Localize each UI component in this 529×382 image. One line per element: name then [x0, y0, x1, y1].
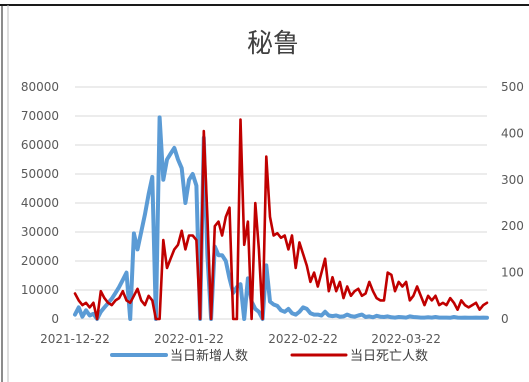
- left-y-tick-label: 20000: [21, 254, 59, 268]
- right-y-tick-label: 0: [501, 312, 509, 326]
- legend: 当日新增人数 当日死亡人数: [110, 348, 428, 364]
- series-line-new-cases: [73, 115, 489, 321]
- left-y-tick-label: 40000: [21, 196, 59, 210]
- right-y-tick-label: 200: [501, 219, 524, 233]
- x-tick-label: 2022-03-22: [371, 332, 441, 346]
- legend-item-new-cases: 当日新增人数: [110, 348, 248, 364]
- gridlines: [75, 86, 487, 320]
- chart-title: 秘鲁: [247, 29, 299, 59]
- left-y-tick-label: 30000: [21, 225, 59, 239]
- right-y-tick-label: 100: [501, 266, 524, 280]
- right-y-axis: 0 100 200 300 400 500: [501, 80, 524, 326]
- x-axis: 2021-12-22 2022-01-22 2022-02-22 2022-03-22: [40, 332, 441, 346]
- x-tick-label: 2022-02-22: [268, 332, 338, 346]
- legend-label: 当日死亡人数: [350, 349, 428, 364]
- left-y-tick-label: 70000: [21, 109, 59, 123]
- left-y-tick-label: 80000: [21, 80, 59, 94]
- x-tick-label: 2021-12-22: [40, 332, 110, 346]
- left-y-tick-label: 60000: [21, 138, 59, 152]
- left-y-axis: 0 10000 20000 30000 40000 50000 60000 70000 8000…: [21, 80, 59, 326]
- right-y-tick-label: 500: [501, 80, 524, 94]
- left-y-tick-label: 10000: [21, 283, 59, 297]
- left-y-tick-label: 50000: [21, 167, 59, 181]
- legend-label: 当日新增人数: [170, 348, 248, 364]
- series-line-deaths: [73, 118, 489, 321]
- x-tick-label: 2022-01-22: [154, 332, 224, 346]
- legend-item-deaths: 当日死亡人数: [290, 349, 428, 364]
- left-y-tick-label: 0: [51, 312, 59, 326]
- series-lines: [73, 115, 489, 321]
- right-y-tick-label: 300: [501, 173, 524, 187]
- right-y-tick-label: 400: [501, 126, 524, 140]
